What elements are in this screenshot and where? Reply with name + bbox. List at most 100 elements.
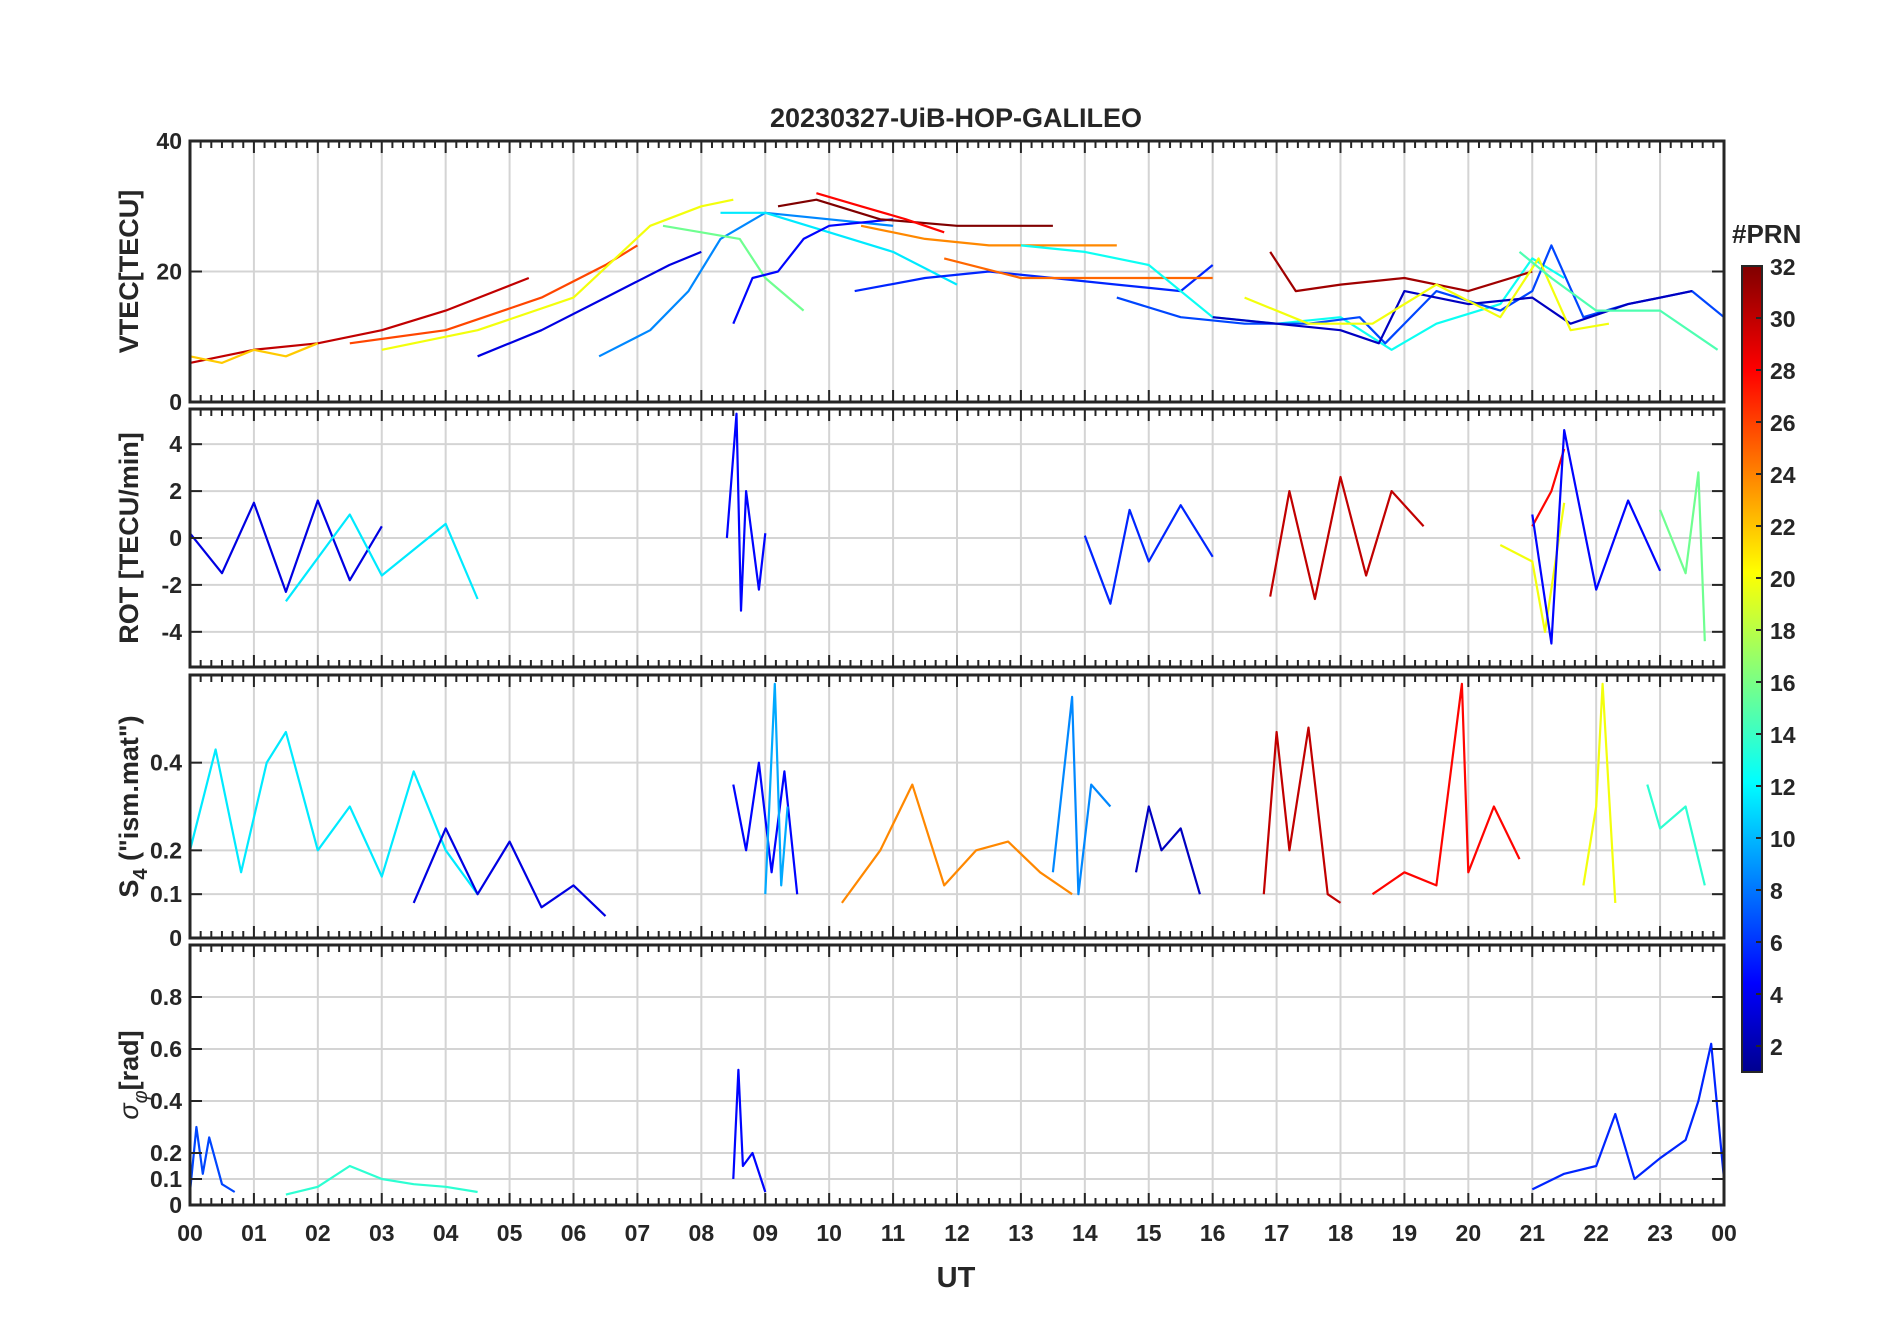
series-prn-30 xyxy=(1269,475,1425,601)
series-prn-30 xyxy=(1262,726,1342,904)
colorbar-tick-label: 22 xyxy=(1770,514,1796,540)
x-tick-label: 14 xyxy=(1072,1220,1098,1246)
x-tick-label: 07 xyxy=(625,1220,651,1246)
series-prn-5 xyxy=(732,761,799,895)
colorbar-tick-label: 32 xyxy=(1770,254,1796,280)
series-prn-9 xyxy=(598,211,894,358)
colorbar-tick-label: 30 xyxy=(1770,306,1796,332)
series-prn-28 xyxy=(1371,682,1521,896)
x-tick-label: 15 xyxy=(1136,1220,1162,1246)
series-prn-15 xyxy=(1518,251,1719,351)
colorbar-tick-label: 6 xyxy=(1770,930,1783,956)
colorbar-gradient xyxy=(1741,265,1763,1073)
y-tick-label: 0.1 xyxy=(150,881,182,907)
series-prn-12 xyxy=(285,513,479,602)
panel-vtec: 0 20 40 VTEC[TECU] xyxy=(114,128,1726,415)
colorbar-tick-label: 18 xyxy=(1770,618,1796,644)
series-prn-10 xyxy=(764,682,789,895)
y-tick-label: 0.4 xyxy=(150,1088,182,1114)
y-tick-label: 0.1 xyxy=(150,1166,182,1192)
x-tick-label: 17 xyxy=(1264,1220,1290,1246)
x-tick-label: 18 xyxy=(1328,1220,1354,1246)
x-axis: 00 01 02 03 04 05 06 07 08 09 10 11 12 13 14 15 16 17 18 19… xyxy=(177,1220,1737,1246)
series-prn-28 xyxy=(1531,448,1566,527)
series-group xyxy=(188,682,1706,917)
series-prn-6 xyxy=(1083,504,1214,605)
series-prn-16 xyxy=(662,224,805,312)
series-prn-9 xyxy=(1051,695,1112,896)
x-tick-label: 00 xyxy=(1711,1220,1737,1246)
series-group xyxy=(188,1042,1726,1196)
y-tick-label: 0.2 xyxy=(150,837,182,863)
colorbar-tick-label: 20 xyxy=(1770,566,1796,592)
x-tick-label: 12 xyxy=(944,1220,970,1246)
y-axis-label-rest: [rad] xyxy=(114,1030,144,1090)
colorbar-title: #PRN xyxy=(1732,219,1801,249)
series-prn-20 xyxy=(1499,502,1566,633)
series-prn-4 xyxy=(412,827,607,917)
colorbar-tick-label: 2 xyxy=(1770,1034,1783,1060)
colorbar-tick-label: 26 xyxy=(1770,410,1796,436)
x-tick-label: 11 xyxy=(881,1220,906,1246)
colorbar-tick-label: 16 xyxy=(1770,670,1796,696)
x-tick-label: 10 xyxy=(816,1220,842,1246)
series-group xyxy=(189,192,1725,364)
y-tick-label: -2 xyxy=(162,572,182,598)
x-tick-label: 08 xyxy=(689,1220,715,1246)
y-tick-label: 4 xyxy=(169,431,182,457)
x-tick-label: 20 xyxy=(1456,1220,1482,1246)
series-prn-5 xyxy=(725,412,767,612)
series-prn-5 xyxy=(732,1068,767,1193)
y-tick-label: 40 xyxy=(156,128,182,154)
colorbar-tick-label: 28 xyxy=(1770,358,1796,384)
series-prn-12 xyxy=(188,730,479,895)
series-prn-24 xyxy=(860,224,1117,247)
y-axis-label-rot: ROT [TECU/min] xyxy=(114,432,144,643)
x-tick-label: 02 xyxy=(305,1220,331,1246)
series-prn-14 xyxy=(285,1164,478,1196)
y-tick-label: 0 xyxy=(169,389,182,415)
series-prn-6 xyxy=(1531,1042,1726,1191)
colorbar-tick-label: 10 xyxy=(1770,826,1796,852)
y-tick-label: 0 xyxy=(169,925,182,951)
y-tick-label: -4 xyxy=(162,619,183,645)
x-tick-label: 09 xyxy=(752,1220,778,1246)
y-tick-label: 20 xyxy=(156,259,182,285)
series-prn-7 xyxy=(188,1125,236,1193)
series-prn-25 xyxy=(943,257,1213,280)
x-tick-label: 03 xyxy=(369,1220,395,1246)
series-prn-30 xyxy=(189,276,530,364)
panel-sigphi: 00.10.2 0.4 0.6 0.8 σφ[rad] xyxy=(114,943,1726,1218)
series-prn-24 xyxy=(841,783,1073,904)
y-tick-label: 2 xyxy=(169,478,182,504)
x-tick-label: 01 xyxy=(241,1220,267,1246)
series-prn-3 xyxy=(1212,290,1693,345)
series-prn-32 xyxy=(777,198,1053,227)
colorbar-tick-label: 12 xyxy=(1770,774,1796,800)
x-tick-label: 06 xyxy=(561,1220,587,1246)
y-tick-label: 0.6 xyxy=(150,1036,182,1062)
series-prn-20 xyxy=(1244,257,1610,332)
colorbar-tick-label: 4 xyxy=(1770,982,1783,1008)
panel-frame xyxy=(188,673,1726,940)
series-prn-13 xyxy=(1020,244,1565,351)
y-axis-label-rest: ("ism.mat") xyxy=(114,715,144,868)
series-prn-3 xyxy=(1134,805,1201,895)
y-tick-label: 0 xyxy=(169,525,182,551)
x-tick-label: 16 xyxy=(1200,1220,1226,1246)
y-axis-label-sub: 4 xyxy=(130,868,152,880)
x-tick-label: 05 xyxy=(497,1220,523,1246)
y-axis-label-main: σ xyxy=(114,1102,144,1120)
series-prn-31 xyxy=(1269,251,1533,293)
x-tick-label: 22 xyxy=(1583,1220,1609,1246)
series-prn-4 xyxy=(477,250,702,358)
x-axis-label: UT xyxy=(937,1262,976,1294)
series-prn-16 xyxy=(1659,471,1706,642)
chart-title: 20230327-UiB-HOP-GALILEO xyxy=(770,103,1142,133)
y-tick-label: 0 xyxy=(169,1192,182,1218)
panel-rot: -4 -2 0 2 4 ROT [TECU/min] xyxy=(114,407,1726,669)
series-prn-28 xyxy=(816,192,945,234)
